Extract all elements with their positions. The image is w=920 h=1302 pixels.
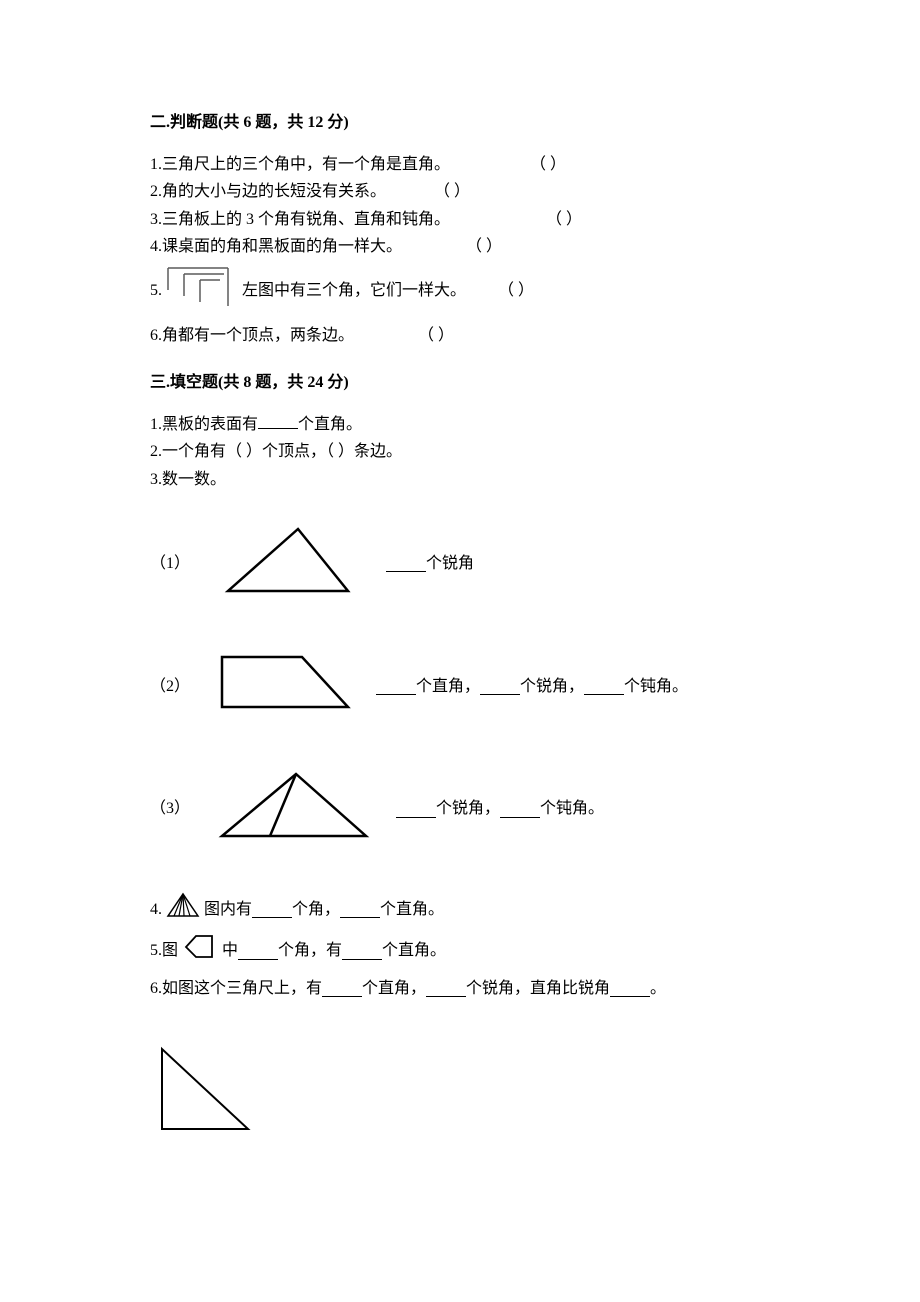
s2-q1: 1.三角尺上的三个角中，有一个角是直角。 （ ）	[150, 152, 770, 178]
s2-q6-paren: （ ）	[418, 323, 454, 349]
s2-q2-text: 2.角的大小与边的长短没有关系。	[150, 179, 386, 205]
blank	[386, 555, 426, 572]
s3-sub1: （1） 个锐角	[150, 521, 770, 608]
s3-q2: 2.一个角有（ ）个顶点，（ ）条边。	[150, 439, 770, 465]
s3-q6: 6.如图这个三角尺上，有 个直角， 个锐角，直角比锐角 。	[150, 976, 770, 1002]
s2-q3-text: 3.三角板上的 3 个角有锐角、直角和钝角。	[150, 207, 450, 233]
s3-q6-a: 6.如图这个三角尺上，有	[150, 976, 322, 1002]
triangle-acute-icon	[210, 521, 370, 608]
s2-q2: 2.角的大小与边的长短没有关系。 （ ）	[150, 179, 770, 205]
blank	[480, 678, 520, 695]
s2-q2-paren: （ ）	[434, 179, 470, 205]
s3-q6-figure	[150, 1041, 770, 1150]
s2-q3: 3.三角板上的 3 个角有锐角、直角和钝角。 （ ）	[150, 207, 770, 233]
three-squares-icon	[166, 266, 238, 317]
s3-q4-d: 个直角。	[380, 897, 444, 923]
s3-sub2-label: （2）	[150, 674, 210, 700]
worksheet-page: 二.判断题(共 6 题，共 12 分) 1.三角尺上的三个角中，有一个角是直角。…	[0, 0, 920, 1302]
s2-q4-text: 4.课桌面的角和黑板面的角一样大。	[150, 234, 402, 260]
s2-q5-text: 左图中有三个角，它们一样大。	[242, 278, 466, 304]
s2-q1-paren: （ ）	[530, 152, 566, 178]
s3-q1-a: 1.黑板的表面有	[150, 416, 258, 433]
s3-sub2-a: 个直角，	[416, 674, 480, 700]
blank	[258, 412, 298, 429]
s3-sub3: （3） 个锐角， 个钝角。	[150, 766, 770, 853]
s3-q5-c: 个角，有	[278, 938, 342, 964]
blank	[584, 678, 624, 695]
s2-q4-paren: （ ）	[466, 234, 502, 260]
blank	[610, 980, 650, 997]
blank	[238, 943, 278, 960]
right-trapezoid-icon	[210, 647, 360, 726]
s2-q6: 6.角都有一个顶点，两条边。 （ ）	[150, 323, 770, 349]
split-triangle-icon	[210, 766, 380, 853]
s3-q4-num: 4.	[150, 897, 162, 923]
pentagon-icon	[182, 933, 218, 970]
blank	[252, 901, 292, 918]
s3-sub3-label: （3）	[150, 796, 210, 822]
blank	[340, 901, 380, 918]
s2-q1-text: 1.三角尺上的三个角中，有一个角是直角。	[150, 152, 450, 178]
blank	[500, 801, 540, 818]
s3-q3: 3.数一数。	[150, 467, 770, 493]
s3-q6-b: 个直角，	[362, 976, 426, 1002]
section-3-title: 三.填空题(共 8 题，共 24 分)	[150, 370, 770, 396]
s2-q6-text: 6.角都有一个顶点，两条边。	[150, 323, 354, 349]
blank	[322, 980, 362, 997]
s3-q5-d: 个直角。	[382, 938, 446, 964]
s3-q1: 1.黑板的表面有 个直角。	[150, 412, 770, 438]
s2-q5-num: 5.	[150, 278, 162, 304]
blank	[426, 980, 466, 997]
s2-q5-paren: （ ）	[498, 278, 534, 304]
s3-q5-a: 5.图	[150, 938, 178, 964]
s3-sub2-c: 个钝角。	[624, 674, 688, 700]
s2-q4: 4.课桌面的角和黑板面的角一样大。 （ ）	[150, 234, 770, 260]
s3-q4: 4. 图内有 个角， 个直角。	[150, 892, 770, 927]
s3-q6-d: 。	[650, 976, 666, 1002]
s3-sub2-b: 个锐角，	[520, 674, 584, 700]
s2-q3-paren: （ ）	[546, 207, 582, 233]
blank	[342, 943, 382, 960]
section-2-title: 二.判断题(共 6 题，共 12 分)	[150, 110, 770, 136]
s3-q6-c: 个锐角，直角比锐角	[466, 976, 610, 1002]
fan-triangle-icon	[166, 892, 200, 927]
s3-sub1-label: （1）	[150, 551, 210, 577]
s3-sub3-a: 个锐角，	[436, 796, 500, 822]
gap	[150, 350, 770, 370]
s3-q4-c: 个角，	[292, 897, 340, 923]
s3-q5-b: 中	[222, 938, 238, 964]
s3-q1-b: 个直角。	[298, 416, 362, 433]
blank	[376, 678, 416, 695]
s3-q5: 5.图 中 个角，有 个直角。	[150, 933, 770, 970]
s2-q5: 5. 左图中有三个角，它们一样大。 （ ）	[150, 266, 770, 317]
s3-sub1-text: 个锐角	[426, 551, 474, 577]
s3-q4-b: 图内有	[204, 897, 252, 923]
blank	[396, 801, 436, 818]
s3-sub2: （2） 个直角， 个锐角， 个钝角。	[150, 647, 770, 726]
s3-sub3-b: 个钝角。	[540, 796, 604, 822]
right-triangle-ruler-icon	[150, 1041, 260, 1141]
